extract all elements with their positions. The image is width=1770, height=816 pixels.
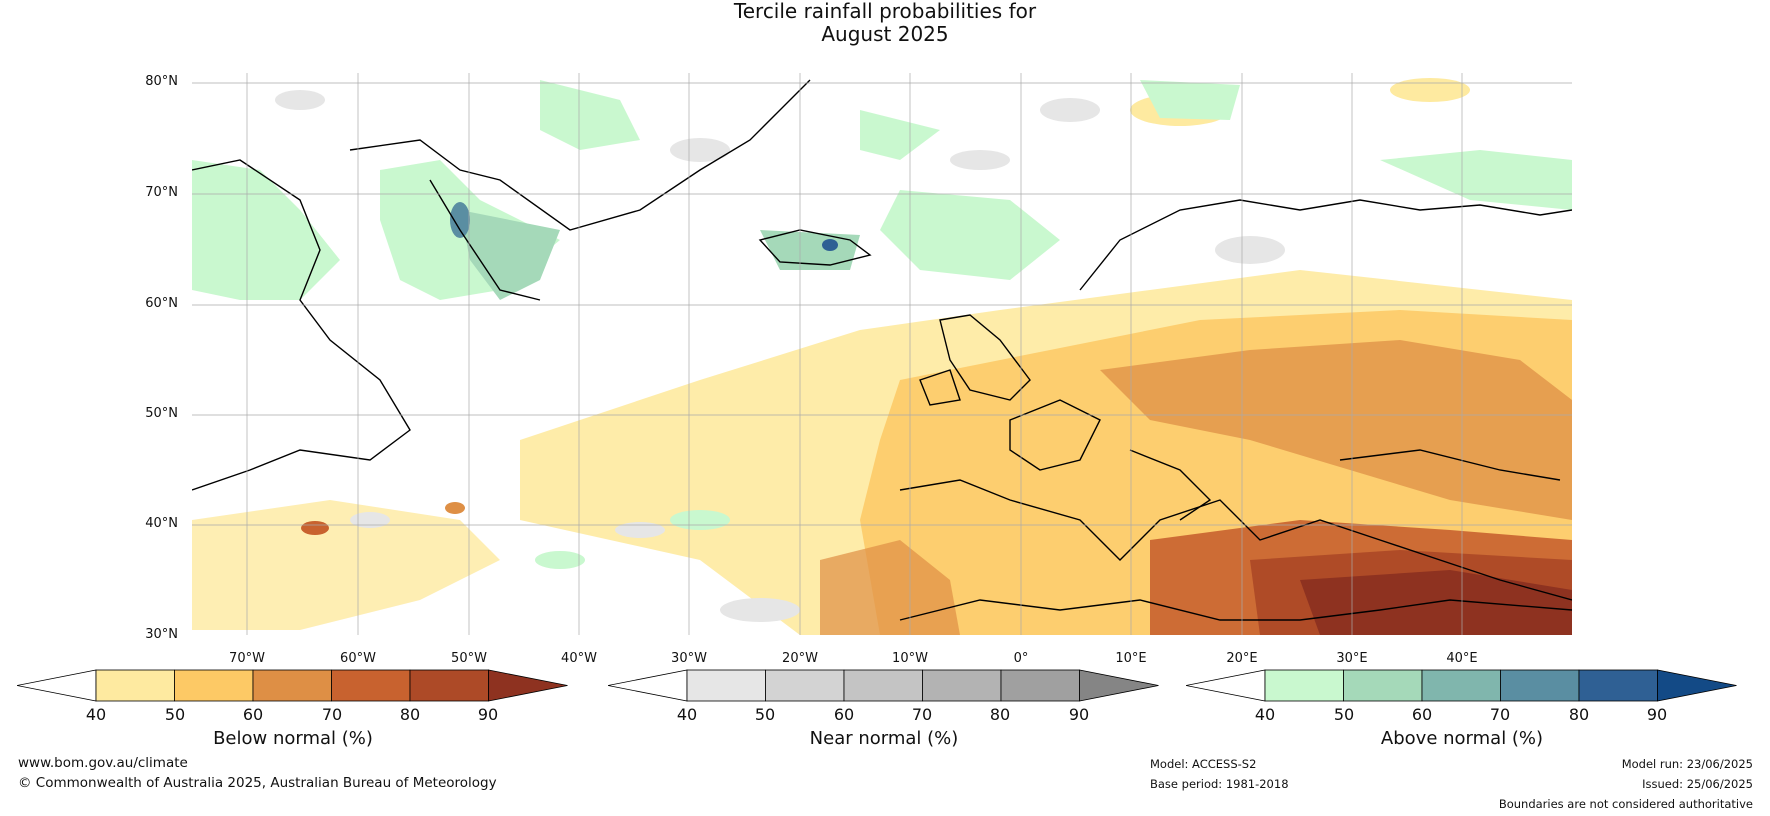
lon-label-30e: 30°E (1336, 651, 1368, 666)
issued-text: Issued: 25/06/2025 (1642, 777, 1753, 791)
model-text: Model: ACCESS-S2 (1150, 757, 1257, 771)
above-tick-60: 60 (1411, 705, 1433, 724)
gridlines (192, 73, 1572, 635)
above-extend-high (1657, 669, 1737, 702)
below-tick-40: 40 (85, 705, 107, 724)
below-segment-50 (174, 669, 254, 702)
lon-label-20w: 20°W (782, 651, 818, 666)
near-tick-40: 40 (676, 705, 698, 724)
lat-label-50n: 50°N (145, 406, 178, 421)
below-tick-80: 80 (399, 705, 421, 724)
near-tick-50: 50 (754, 705, 776, 724)
above-tick-80: 80 (1568, 705, 1590, 724)
lat-label-70n: 70°N (145, 185, 178, 200)
title-line-2: August 2025 (821, 22, 949, 46)
lon-label-50w: 50°W (451, 651, 487, 666)
below-segment-40 (95, 669, 175, 702)
above-tick-90: 90 (1646, 705, 1668, 724)
above-tick-70: 70 (1489, 705, 1511, 724)
above-segment-60 (1421, 669, 1501, 702)
below-tick-90: 90 (477, 705, 499, 724)
below-normal-title: Below normal (%) (213, 728, 373, 749)
lon-label-40e: 40°E (1446, 651, 1478, 666)
below-segment-60 (252, 669, 332, 702)
above-tick-40: 40 (1254, 705, 1276, 724)
near-normal-shading (275, 90, 1285, 622)
above-segment-70 (1500, 669, 1580, 702)
lon-label-10e: 10°E (1115, 651, 1147, 666)
near-segment-60 (843, 669, 923, 702)
website-link[interactable]: www.bom.gov.au/climate (18, 755, 188, 771)
base-period-text: Base period: 1981-2018 (1150, 777, 1289, 791)
above-segment-50 (1343, 669, 1423, 702)
disclaimer-text: Boundaries are not considered authoritat… (1498, 797, 1753, 811)
copyright-text: © Commonwealth of Australia 2025, Austra… (18, 775, 497, 791)
near-segment-80 (1000, 669, 1080, 702)
near-segment-50 (765, 669, 845, 702)
lon-label-30w: 30°W (671, 651, 707, 666)
lat-label-30n: 30°N (145, 627, 178, 642)
colorbar-below-normal (17, 669, 568, 702)
lon-label-20e: 20°E (1226, 651, 1258, 666)
lon-label-60w: 60°W (340, 651, 376, 666)
below-extend-high (488, 669, 568, 702)
coastlines (192, 79, 1572, 621)
below-tick-60: 60 (242, 705, 264, 724)
model-run-text: Model run: 23/06/2025 (1621, 757, 1753, 771)
lat-label-40n: 40°N (145, 516, 178, 531)
lon-label-10w: 10°W (892, 651, 928, 666)
lon-label-40w: 40°W (561, 651, 597, 666)
near-segment-70 (922, 669, 1002, 702)
title-line-1: Tercile rainfall probabilities for (733, 0, 1037, 23)
near-extend-low (608, 669, 688, 702)
lat-label-60n: 60°N (145, 296, 178, 311)
above-extend-low (1186, 669, 1266, 702)
above-normal-shading (192, 80, 1572, 569)
below-extend-low (17, 669, 97, 702)
lon-label-70w: 70°W (229, 651, 265, 666)
near-extend-high (1079, 669, 1159, 702)
below-tick-50: 50 (164, 705, 186, 724)
below-segment-80 (409, 669, 489, 702)
near-segment-40 (686, 669, 766, 702)
below-tick-70: 70 (321, 705, 343, 724)
near-tick-70: 70 (911, 705, 933, 724)
colorbar-above-normal (1186, 669, 1737, 702)
above-segment-40 (1264, 669, 1344, 702)
above-segment-80 (1578, 669, 1658, 702)
below-segment-70 (331, 669, 411, 702)
map-area: 80°N 70°N 60°N 50°N 40°N 30°N 70°W 60°W … (145, 73, 1572, 666)
lon-label-0: 0° (1013, 651, 1029, 666)
near-normal-title: Near normal (%) (809, 728, 959, 749)
above-tick-50: 50 (1333, 705, 1355, 724)
near-tick-80: 80 (989, 705, 1011, 724)
chart-title: Tercile rainfall probabilities for Augus… (0, 0, 1770, 46)
map-svg (192, 73, 1572, 635)
near-tick-60: 60 (833, 705, 855, 724)
near-tick-90: 90 (1068, 705, 1090, 724)
lat-label-80n: 80°N (145, 74, 178, 89)
above-normal-title: Above normal (%) (1380, 728, 1544, 749)
colorbar-near-normal (608, 669, 1159, 702)
